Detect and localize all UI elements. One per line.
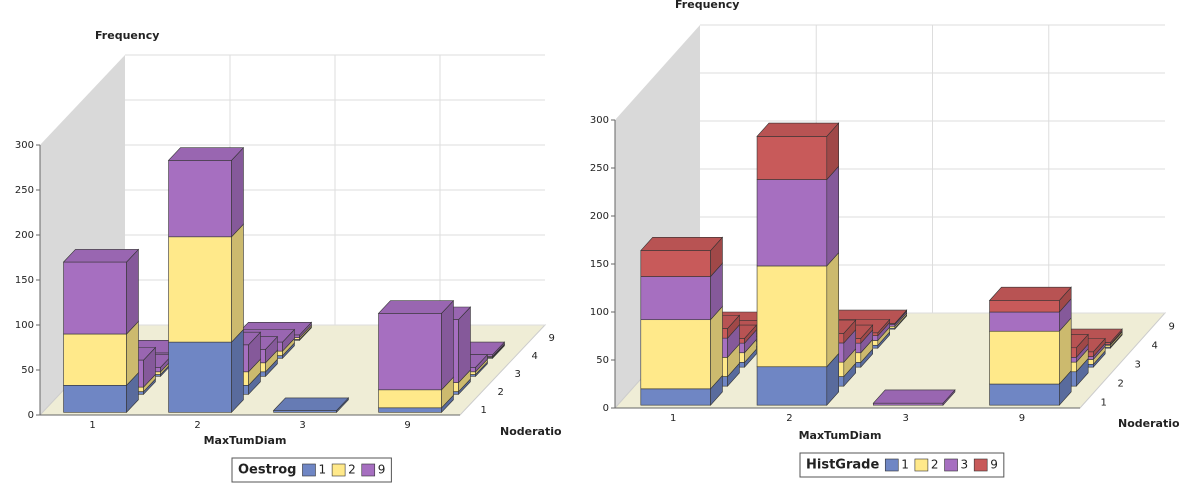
x-tick-label: 2 (194, 420, 200, 431)
legend-label: 9 (378, 463, 386, 477)
bar-side (231, 328, 244, 414)
z-tick-label: 1 (1101, 398, 1107, 409)
z-tick-label: 2 (1118, 379, 1124, 390)
legend-swatch (914, 458, 929, 472)
y-tick-label: 50 (21, 365, 34, 376)
bar-side (231, 146, 244, 238)
x-tick-label: 2 (786, 413, 792, 424)
z-tick-label: 3 (1135, 360, 1141, 371)
bar-segment (63, 333, 127, 386)
z-axis-title: Noderatio (1118, 417, 1180, 430)
bar-top (62, 249, 140, 263)
legend-swatch (361, 463, 376, 477)
legend-swatch (944, 458, 958, 472)
z-tick-label: 4 (532, 351, 538, 362)
bar-segment (989, 300, 1060, 313)
bar-top (272, 397, 350, 411)
y-tick-label: 250 (15, 185, 34, 196)
y-tick-label: 200 (15, 230, 34, 241)
legend-label: 1 (318, 463, 326, 477)
y-tick-label: 300 (590, 115, 609, 126)
bar-segment (168, 160, 232, 238)
x-tick-label: 3 (299, 420, 305, 431)
bar-side (710, 305, 723, 390)
bar-segment (640, 388, 711, 406)
z-tick-label: 2 (498, 387, 504, 398)
bar-segment (756, 136, 828, 180)
x-tick-label: 3 (902, 413, 908, 424)
bar-side (826, 251, 840, 368)
x-tick-label: 1 (670, 413, 676, 424)
bar-top (872, 389, 956, 404)
bar-side (441, 299, 454, 391)
x-axis-title: MaxTumDiam (204, 434, 287, 447)
x-tick-label: 9 (1019, 413, 1025, 424)
bar-segment (378, 312, 442, 391)
legend-label: 2 (348, 463, 356, 477)
bar-segment (378, 407, 442, 413)
y-tick-label: 150 (590, 259, 609, 270)
legend-title: HistGrade (806, 458, 879, 473)
bar-top (167, 147, 245, 161)
legend-box (799, 452, 1005, 478)
legend-swatch (302, 463, 316, 477)
legend-swatch (331, 463, 346, 477)
z-tick-label: 1 (481, 405, 487, 416)
bar-top (640, 236, 724, 251)
bar-top (377, 300, 455, 314)
z-tick-label: 3 (515, 369, 521, 380)
y-tick-label: 100 (590, 307, 609, 318)
bar-segment (756, 366, 828, 406)
bar-side (126, 248, 139, 335)
bar-segment (640, 319, 711, 390)
legend-label: 9 (990, 458, 998, 472)
legend: Oestrog 1 2 9 (231, 457, 392, 483)
x-tick-label: 9 (404, 420, 410, 431)
y-tick-label: 100 (15, 320, 34, 331)
bar-segment (756, 265, 828, 368)
bar-segment (756, 179, 828, 267)
bar-side (231, 223, 244, 343)
bar-segment (640, 250, 711, 277)
y-tick-label: 200 (590, 211, 609, 222)
z-tick-label: 9 (549, 333, 555, 344)
bar-segment (989, 383, 1060, 406)
legend-label: 1 (901, 458, 909, 472)
bar-segment (168, 236, 232, 343)
legend-label: 2 (931, 458, 939, 472)
bar-segment (378, 389, 442, 409)
bar-segment (168, 341, 232, 413)
y-tick-label: 300 (15, 140, 34, 151)
y-tick-label: 0 (28, 410, 34, 421)
y-tick-label: 250 (590, 163, 609, 174)
z-axis-title: Noderatio (500, 425, 562, 438)
legend-title: Oestrog (238, 463, 296, 478)
bar-segment (989, 330, 1060, 385)
bar-segment (63, 384, 127, 413)
z-tick-label: 4 (1152, 341, 1158, 352)
legend: HistGrade 1 2 3 9 (799, 452, 1005, 478)
y-tick-label: 0 (603, 403, 609, 414)
y-tick-label: 150 (15, 275, 34, 286)
legend-swatch (884, 458, 899, 472)
x-axis-title: MaxTumDiam (799, 429, 882, 442)
bar-side (458, 306, 471, 384)
z-tick-label: 9 (1169, 322, 1175, 333)
bar-segment (63, 261, 127, 335)
bar-top (756, 122, 840, 137)
bar-segment (989, 311, 1060, 332)
legend-swatch (973, 458, 988, 472)
y-tick-label: 50 (596, 355, 609, 366)
x-tick-label: 1 (89, 420, 95, 431)
y-axis-title: Frequency (95, 29, 159, 42)
legend-label: 3 (961, 458, 969, 472)
bar-top (988, 286, 1072, 301)
y-axis-title: Frequency (675, 0, 739, 11)
bar-segment (640, 276, 711, 321)
bar-side (826, 165, 840, 267)
